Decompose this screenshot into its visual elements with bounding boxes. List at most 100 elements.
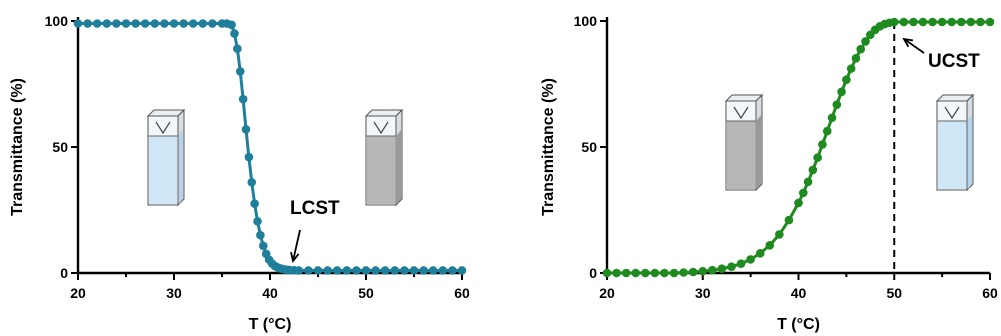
cuvette-marker — [155, 121, 171, 135]
cuvette-marker — [733, 106, 749, 120]
data-point — [247, 177, 257, 187]
data-point — [765, 240, 775, 250]
data-point — [822, 126, 832, 136]
x-tick-label: 40 — [791, 285, 807, 301]
cuvette-clear — [935, 93, 975, 192]
cuvette-liquid-side — [179, 130, 183, 204]
y-tick-label: 100 — [45, 13, 69, 29]
data-point — [784, 215, 794, 225]
annotation-lcst: LCST — [290, 198, 340, 219]
data-point — [371, 266, 380, 275]
annotation-ucst: UCST — [928, 51, 980, 72]
data-point — [976, 17, 985, 27]
data-point — [856, 44, 866, 54]
lcst-panel: 20 30 40 50 60 0 50 100 T (°C) Transmittance (%) L… — [9, 13, 470, 333]
series-line — [78, 22, 462, 272]
cuvette-liquid-side — [968, 115, 972, 189]
data-point — [813, 153, 822, 162]
annotation-arrow-shaft — [903, 38, 925, 54]
data-point — [250, 199, 259, 208]
x-tick-label: 50 — [358, 285, 374, 301]
annotation-arrow-head — [290, 252, 300, 264]
data-point — [688, 267, 698, 277]
x-tick-label: 60 — [454, 285, 470, 301]
data-point — [818, 140, 827, 149]
data-point — [400, 266, 409, 275]
data-point — [861, 37, 870, 46]
data-point — [227, 20, 236, 30]
data-point — [208, 19, 217, 28]
data-point — [352, 266, 361, 275]
x-axis-title: T (°C) — [249, 316, 292, 333]
data-point — [698, 266, 708, 276]
data-point — [602, 268, 612, 278]
data-point — [846, 64, 856, 73]
x-tick-label: 20 — [70, 285, 86, 301]
x-tick-label: 30 — [695, 285, 711, 301]
data-point — [342, 266, 352, 275]
data-point — [641, 268, 650, 278]
x-tick-label: 30 — [166, 285, 182, 301]
data-point — [851, 53, 861, 63]
data-point — [179, 19, 188, 28]
cuvette-liquid — [727, 121, 755, 189]
data-point — [947, 17, 956, 27]
data-point — [241, 125, 251, 134]
data-point — [121, 19, 131, 28]
y-tick-label: 50 — [52, 139, 68, 155]
cuvette-clear — [146, 108, 186, 207]
data-point — [304, 266, 313, 275]
data-point — [621, 268, 631, 278]
ucst-panel: 20 30 40 50 60 0 50 100 T (°C) Transmittance (%) U… — [540, 13, 998, 333]
data-point — [73, 19, 83, 28]
y-tick-label: 0 — [589, 265, 597, 281]
data-point — [380, 266, 390, 275]
x-axis-title: T (°C) — [777, 316, 820, 333]
data-point — [313, 266, 323, 275]
data-point — [150, 19, 160, 28]
data-point — [448, 266, 457, 275]
data-point — [419, 266, 428, 275]
data-point — [294, 266, 304, 275]
data-point — [928, 17, 937, 27]
cuvette-turbid — [364, 108, 404, 207]
data-point — [832, 100, 842, 109]
data-point — [985, 17, 995, 27]
data-point — [230, 29, 239, 38]
data-point — [409, 266, 419, 275]
data-point — [794, 198, 803, 208]
x-tick-label: 20 — [599, 285, 615, 301]
x-tick-label: 50 — [886, 285, 902, 301]
data-point — [842, 75, 851, 85]
y-axis-title: Transmittance (%) — [540, 78, 557, 216]
data-point — [361, 266, 371, 275]
cuvette-turbid — [724, 93, 764, 192]
data-point — [727, 262, 736, 272]
cuvette-liquid — [938, 121, 966, 189]
data-point — [92, 19, 102, 28]
data-point — [332, 266, 342, 275]
data-point — [708, 265, 717, 275]
cuvette-liquid-side — [397, 130, 401, 204]
data-point — [188, 19, 198, 28]
data-point — [798, 188, 808, 198]
data-point — [669, 268, 679, 278]
data-point — [612, 268, 621, 278]
data-point — [428, 266, 438, 275]
cuvette-liquid — [367, 136, 395, 204]
x-tick-label: 60 — [982, 285, 998, 301]
annotation-arrow-shaft — [292, 229, 301, 262]
x-tick-label: 40 — [262, 285, 278, 301]
data-point — [112, 19, 121, 28]
data-point — [160, 19, 169, 28]
data-point — [631, 268, 641, 278]
y-tick-label: 50 — [581, 139, 597, 155]
y-tick-label: 100 — [574, 13, 598, 29]
data-point — [169, 19, 179, 28]
data-point — [650, 268, 660, 278]
data-point — [233, 44, 242, 54]
data-point — [244, 152, 254, 162]
data-point — [746, 255, 755, 264]
data-point — [889, 17, 899, 27]
